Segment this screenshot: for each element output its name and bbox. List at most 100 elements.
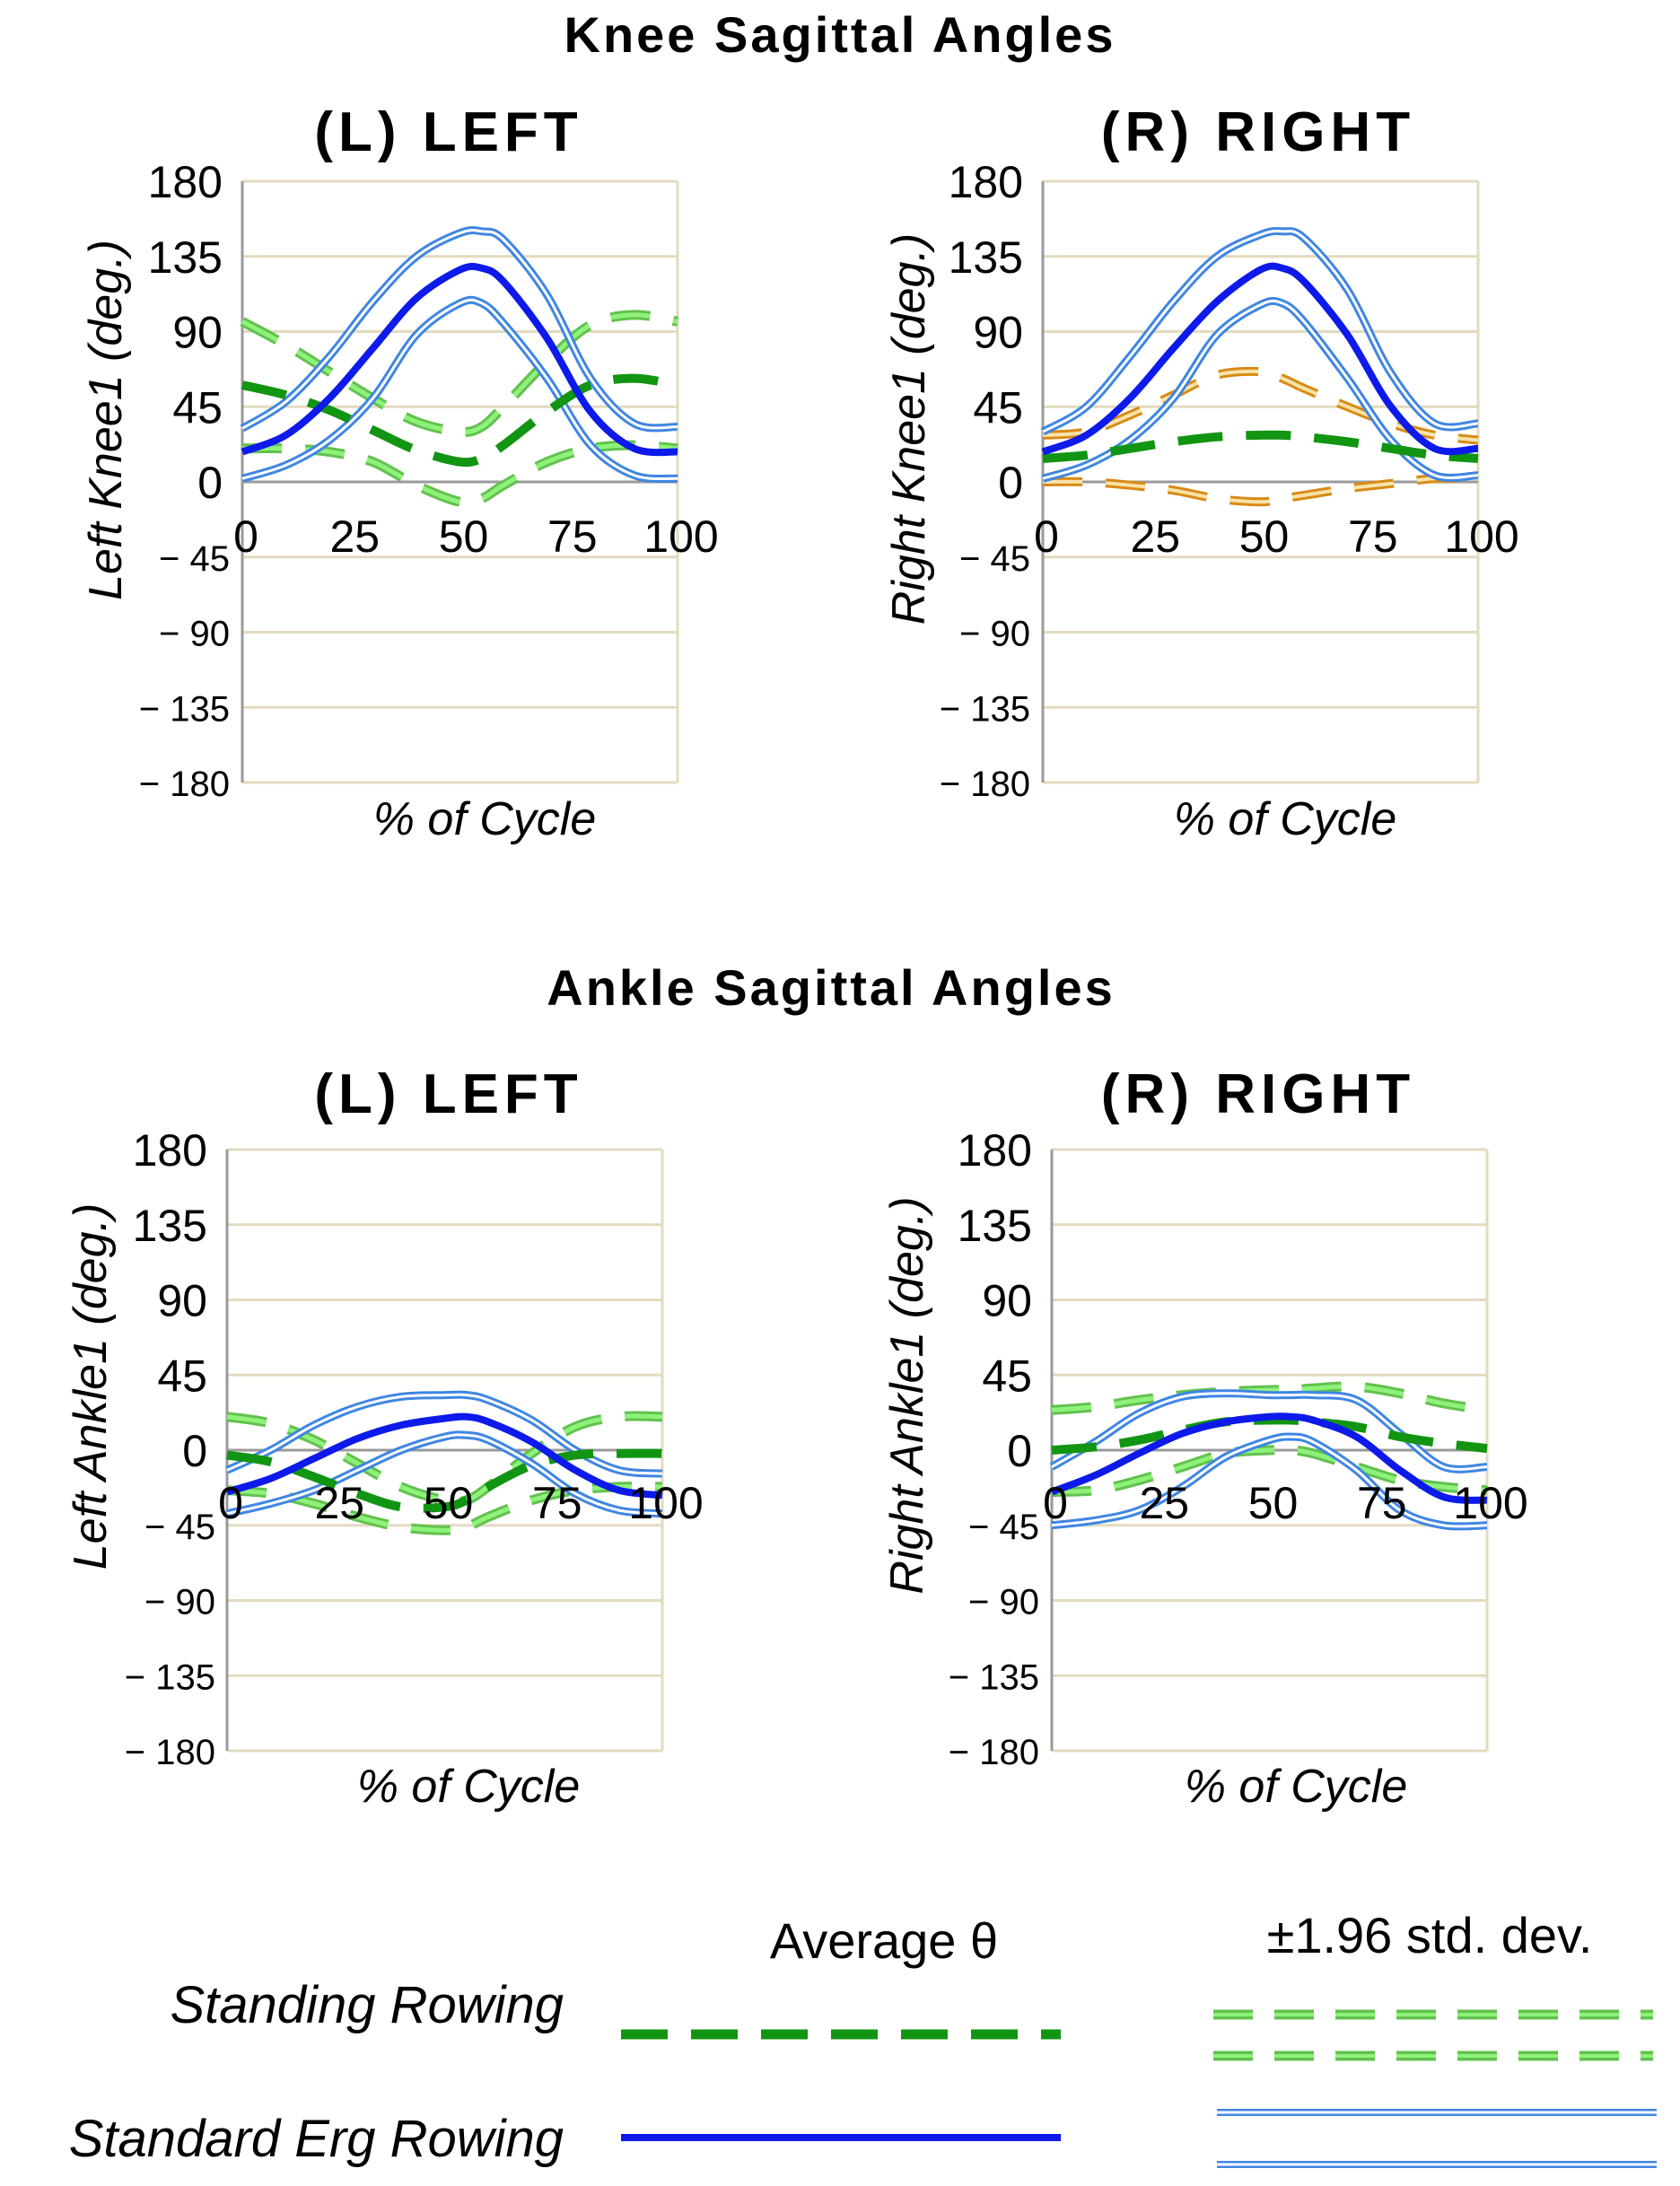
right-knee-y-tick-label: 90 bbox=[973, 308, 1023, 358]
right-knee-standing-rowing-1-96-sd-line-core bbox=[1042, 476, 1479, 504]
right-knee-y-tick-label: − 45 bbox=[959, 539, 1030, 579]
legend-std-header: ±1.96 std. dev. bbox=[1267, 1907, 1593, 1963]
left-ankle-y-tick-label: − 135 bbox=[125, 1657, 215, 1697]
left-knee-standing-rowing-1-96-sd-line-core bbox=[241, 312, 678, 434]
right-knee-x-tick-label: 50 bbox=[1239, 512, 1290, 562]
right-knee-y-tick-label: − 135 bbox=[940, 689, 1030, 729]
right-ankle-y-tick-label: 0 bbox=[1007, 1426, 1032, 1476]
right-ankle-x-tick-label: 100 bbox=[1453, 1478, 1527, 1528]
left-knee-standard-erg-rowing-1-96-sd-line-core bbox=[241, 229, 678, 430]
left-ankle-x-tick-label: 0 bbox=[218, 1478, 243, 1528]
legend-standing-label: Standing Rowing bbox=[170, 1976, 564, 2034]
left-ankle-standing-rowing-1-96-sd-line-core bbox=[226, 1484, 663, 1533]
left-ankle-y-tick-label: 90 bbox=[157, 1276, 207, 1326]
left-knee-y-tick-label: 45 bbox=[172, 382, 223, 433]
legend-erg-band-lines bbox=[1217, 2109, 1657, 2168]
right-knee-standard-erg-rowing-1-96-sd-line-core bbox=[1042, 299, 1479, 480]
right-ankle-y-tick-label: − 180 bbox=[949, 1733, 1039, 1772]
right-ankle-x-tick-label: 75 bbox=[1357, 1478, 1407, 1528]
right-knee-y-tick-label: − 90 bbox=[959, 615, 1030, 654]
right-ankle-y-tick-label: − 45 bbox=[968, 1508, 1039, 1547]
right-knee-y-tick-label: 0 bbox=[998, 458, 1023, 508]
right-ankle-y-tick-label: 45 bbox=[982, 1351, 1032, 1401]
left-knee-x-tick-label: 0 bbox=[233, 512, 258, 562]
left-ankle-standing-rowing-1-96-sd-line-core bbox=[226, 1413, 663, 1505]
left-knee-standard-erg-rowing-1-96-sd-line bbox=[241, 295, 678, 484]
left-knee-y-tick-label: 90 bbox=[172, 308, 223, 358]
right-knee-x-tick-label: 75 bbox=[1348, 512, 1398, 562]
left-ankle-y-tick-label: 0 bbox=[182, 1426, 207, 1476]
right-ankle-y-axis-label: Right Ankle1 (deg.) bbox=[881, 1196, 933, 1594]
right-knee-standing-rowing-average-line bbox=[1042, 430, 1479, 463]
left-knee-x-axis-label: % of Cycle bbox=[373, 793, 597, 845]
right-knee-x-axis-label: % of Cycle bbox=[1174, 793, 1397, 845]
left-knee-x-tick-label: 25 bbox=[329, 512, 380, 562]
ankle-section-title: Ankle Sagittal Angles bbox=[547, 959, 1116, 1016]
left-knee-y-tick-label: − 135 bbox=[139, 689, 230, 729]
left-knee-standing-rowing-1-96-sd-line-core bbox=[241, 442, 678, 505]
right-ankle-x-tick-label: 25 bbox=[1139, 1478, 1189, 1528]
right-ankle-title: (R) RIGHT bbox=[1101, 1063, 1415, 1125]
right-knee-y-tick-label: 180 bbox=[949, 157, 1023, 207]
left-ankle-y-axis-label: Left Ankle1 (deg.) bbox=[65, 1203, 117, 1570]
legend: Average θ ±1.96 std. dev. Standing Rowin… bbox=[69, 1907, 1657, 2168]
left-knee-y-tick-label: 0 bbox=[197, 458, 223, 508]
right-ankle-y-tick-label: 180 bbox=[958, 1125, 1032, 1176]
right-knee-y-tick-label: 45 bbox=[973, 382, 1023, 433]
left-ankle-standard-erg-rowing-average-line bbox=[225, 1412, 663, 1500]
right-ankle-standard-erg-rowing-average-line bbox=[1050, 1412, 1488, 1504]
right-knee-standing-rowing-1-96-sd-line-core bbox=[1042, 369, 1479, 442]
right-knee-standard-erg-rowing-1-96-sd-line-core bbox=[1042, 229, 1479, 433]
left-ankle-y-tick-label: 180 bbox=[133, 1125, 207, 1176]
right-ankle-standing-rowing-1-96-sd-line-core bbox=[1051, 1384, 1488, 1412]
right-ankle-y-tick-label: 135 bbox=[958, 1201, 1032, 1251]
left-knee-y-tick-label: − 90 bbox=[159, 615, 230, 654]
right-ankle-x-tick-label: 0 bbox=[1043, 1478, 1068, 1528]
left-knee-standing-rowing-average-line bbox=[241, 373, 678, 468]
right-ankle-y-tick-label: − 90 bbox=[968, 1583, 1039, 1622]
left-ankle-standing-rowing-average-line bbox=[226, 1448, 663, 1513]
right-knee-x-tick-label: 0 bbox=[1034, 512, 1059, 562]
left-knee-x-tick-label: 75 bbox=[547, 512, 598, 562]
left-ankle-y-tick-label: 135 bbox=[133, 1201, 207, 1251]
right-ankle-y-tick-label: 90 bbox=[982, 1276, 1032, 1326]
left-ankle-y-tick-label: − 180 bbox=[125, 1733, 215, 1772]
left-ankle-y-tick-label: − 45 bbox=[144, 1508, 215, 1547]
left-ankle-y-tick-label: 45 bbox=[157, 1351, 207, 1401]
left-knee-x-tick-label: 100 bbox=[643, 512, 718, 562]
left-ankle-x-tick-label: 25 bbox=[314, 1478, 364, 1528]
right-ankle-x-axis-label: % of Cycle bbox=[1185, 1761, 1408, 1813]
right-ankle-standard-erg-rowing-1-96-sd-line-core bbox=[1051, 1435, 1488, 1528]
left-ankle-y-tick-label: − 90 bbox=[144, 1583, 215, 1622]
left-knee-y-tick-label: 180 bbox=[148, 157, 223, 207]
right-knee-x-tick-label: 100 bbox=[1444, 512, 1518, 562]
legend-erg-label: Standard Erg Rowing bbox=[69, 2110, 564, 2168]
left-ankle-x-tick-label: 50 bbox=[424, 1478, 474, 1528]
right-knee-y-tick-label: − 180 bbox=[940, 765, 1030, 804]
right-knee-y-axis-label: Right Knee1 (deg.) bbox=[883, 233, 935, 625]
left-knee-y-tick-label: − 180 bbox=[139, 765, 230, 804]
left-ankle-x-tick-label: 75 bbox=[532, 1478, 582, 1528]
right-knee-x-tick-label: 25 bbox=[1130, 512, 1180, 562]
left-knee-standard-erg-rowing-average-line bbox=[241, 262, 678, 457]
left-knee-title: (L) LEFT bbox=[314, 101, 582, 163]
left-knee-y-tick-label: − 45 bbox=[159, 539, 230, 579]
left-ankle-standard-erg-rowing-1-96-sd-line-core bbox=[226, 1433, 663, 1516]
left-knee-y-tick-label: 135 bbox=[148, 232, 223, 283]
right-knee-title: (R) RIGHT bbox=[1101, 101, 1415, 163]
left-ankle-title: (L) LEFT bbox=[314, 1063, 582, 1125]
left-ankle-x-tick-label: 100 bbox=[628, 1478, 703, 1528]
right-ankle-standing-rowing-1-96-sd-line-core bbox=[1051, 1447, 1488, 1494]
knee-section-title: Knee Sagittal Angles bbox=[564, 6, 1116, 63]
left-knee-y-axis-label: Left Knee1 (deg.) bbox=[80, 240, 132, 600]
legend-average-header: Average θ bbox=[770, 1912, 998, 1969]
left-ankle-x-axis-label: % of Cycle bbox=[357, 1761, 581, 1813]
right-ankle-x-tick-label: 50 bbox=[1248, 1478, 1299, 1528]
legend-standing-band-lines bbox=[1213, 2009, 1653, 2061]
right-knee-standard-erg-rowing-average-line bbox=[1041, 262, 1479, 456]
left-knee-standard-erg-rowing-1-96-sd-line-core bbox=[241, 298, 678, 481]
